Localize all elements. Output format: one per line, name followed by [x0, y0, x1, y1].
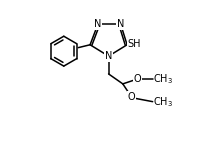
- Text: SH: SH: [128, 39, 141, 49]
- Text: N: N: [94, 19, 102, 29]
- Text: O: O: [134, 74, 141, 84]
- Text: O: O: [128, 92, 135, 102]
- Text: CH$_3$: CH$_3$: [153, 95, 173, 109]
- Text: N: N: [117, 19, 124, 29]
- Text: CH$_3$: CH$_3$: [153, 72, 173, 86]
- Text: N: N: [105, 51, 112, 61]
